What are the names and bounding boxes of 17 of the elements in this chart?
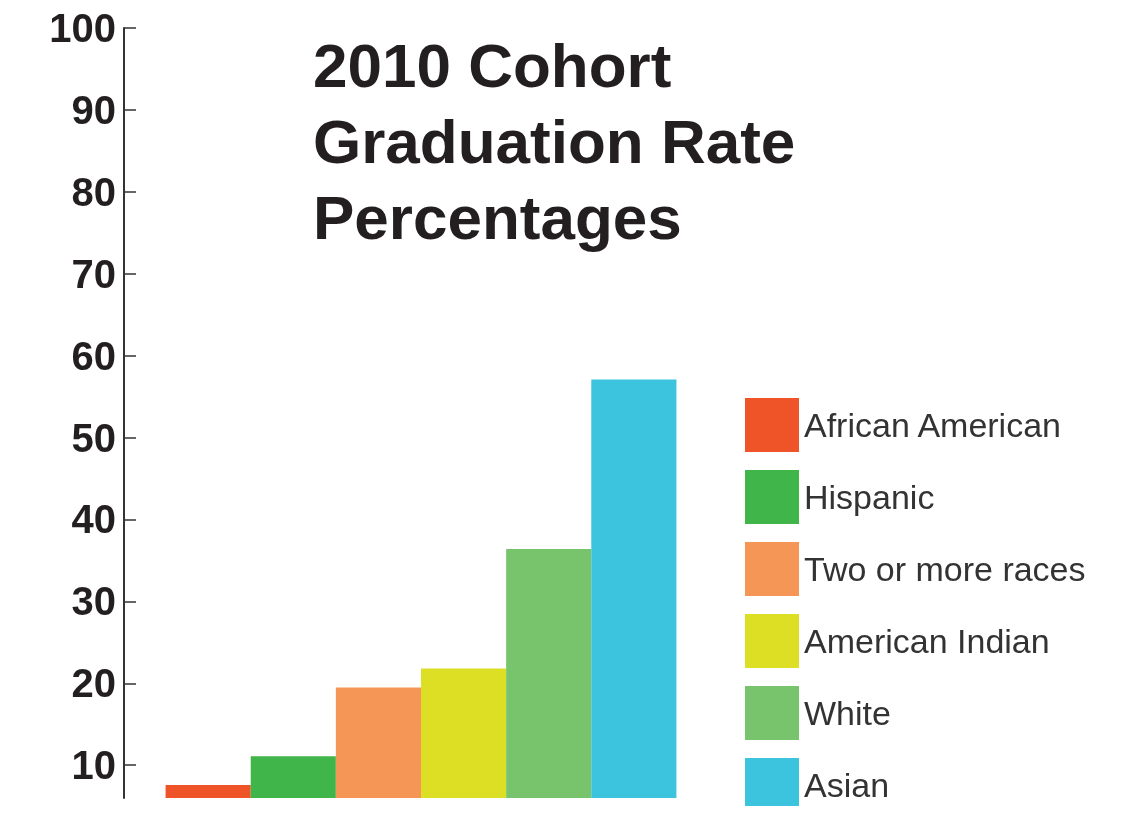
legend-label: African American: [804, 406, 1061, 444]
y-tick-label: 40: [71, 497, 116, 542]
y-tick-label: 90: [71, 87, 116, 132]
legend-label: White: [804, 694, 891, 732]
y-tick-label: 30: [71, 579, 116, 624]
y-tick-label: 70: [71, 251, 116, 296]
legend-label: Asian: [804, 766, 890, 804]
y-tick-label: 60: [71, 333, 116, 378]
y-tick-label: 20: [71, 661, 116, 706]
y-tick-label: 10: [71, 743, 116, 788]
text: 2010 Cohort Graduation Rate Percentages: [313, 30, 813, 252]
y-tick-label: 100: [49, 6, 116, 50]
legend-label: Two or more races: [804, 550, 1086, 588]
legend-label: Hispanic: [804, 478, 935, 516]
y-tick-label: 80: [71, 169, 116, 214]
y-tick-label: 50: [71, 415, 116, 460]
legend-label: American Indian: [804, 622, 1050, 660]
